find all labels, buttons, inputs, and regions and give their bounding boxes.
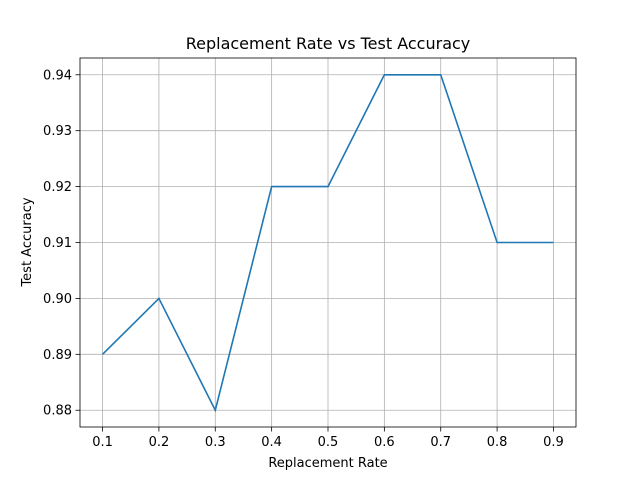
x-axis-title: Replacement Rate [268, 456, 387, 471]
x-tick-label: 0.8 [487, 435, 508, 450]
series-line-0 [101, 73, 554, 413]
x-tick-label: 0.9 [543, 435, 564, 450]
series-layer [101, 73, 554, 413]
y-tick-label: 0.88 [43, 404, 72, 419]
x-tick-label: 0.7 [430, 435, 451, 450]
x-axis-ticks: 0.1 0.2 0.3 0.4 0.5 0.6 0.7 0.8 0.9 [92, 427, 564, 450]
x-tick-label: 0.4 [261, 435, 282, 450]
y-tick-label: 0.92 [43, 180, 72, 195]
y-tick-label: 0.89 [43, 348, 72, 363]
chart-title: Replacement Rate vs Test Accuracy [186, 34, 471, 53]
x-tick-label: 0.5 [318, 435, 339, 450]
y-tick-label: 0.91 [43, 236, 72, 251]
y-tick-label: 0.90 [43, 292, 72, 307]
y-axis-title: Test Accuracy [20, 197, 35, 287]
x-tick-label: 0.3 [205, 435, 226, 450]
y-tick-label: 0.94 [43, 68, 72, 83]
x-tick-label: 0.2 [149, 435, 170, 450]
y-tick-label: 0.93 [43, 124, 72, 139]
x-tick-label: 0.6 [374, 435, 395, 450]
x-tick-label: 0.1 [92, 435, 113, 450]
y-axis-ticks: 0.88 0.89 0.90 0.91 0.92 0.93 0.94 [43, 68, 80, 419]
